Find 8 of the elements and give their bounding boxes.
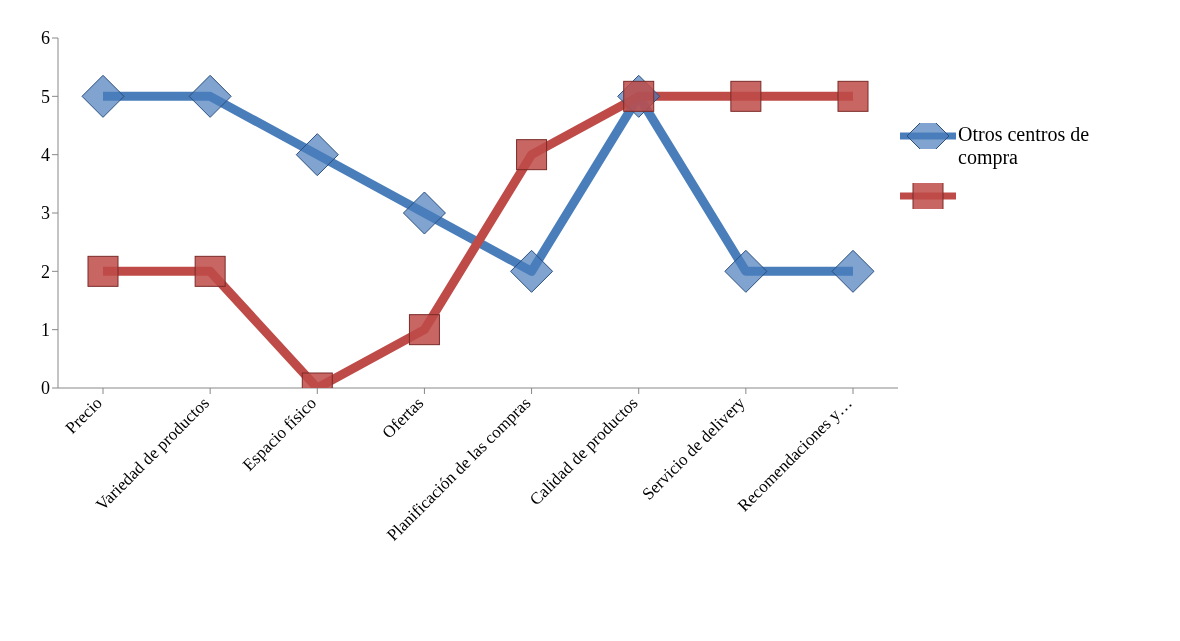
y-tick-label: 6: [41, 28, 50, 49]
legend-label: Otros centros de compra: [958, 123, 1091, 169]
y-tick-label: 1: [41, 320, 50, 341]
y-tick-label: 0: [41, 378, 50, 399]
y-tick-label: 4: [41, 145, 50, 166]
y-tick-label: 5: [41, 86, 50, 107]
y-tick-label: 3: [41, 203, 50, 224]
y-tick-label: 2: [41, 261, 50, 282]
